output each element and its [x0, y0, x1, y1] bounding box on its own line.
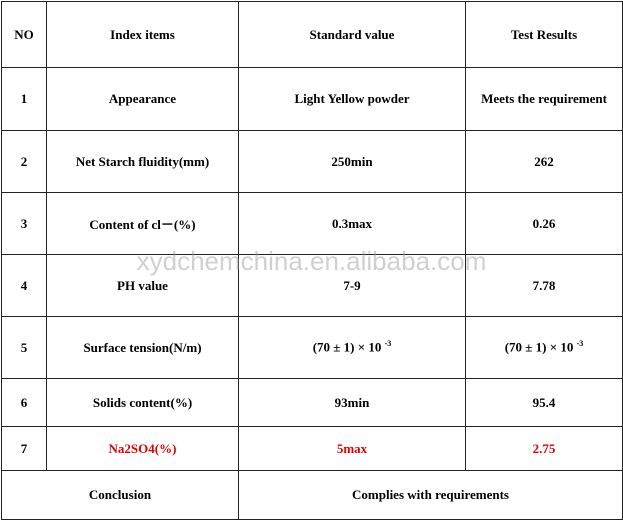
- table-row: 5 Surface tension(N/m) (70 ± 1) × 10 -3 (…: [1, 316, 623, 379]
- row-result: 95.4: [465, 378, 623, 427]
- table-row: 3 Content of cl－(%) 0.3max 0.26: [1, 192, 623, 255]
- header-test-results: Test Results: [465, 1, 623, 68]
- row-result: 2.75: [465, 426, 623, 471]
- row-item: Solids content(%): [46, 378, 239, 427]
- conclusion-value: Complies with requirements: [238, 470, 623, 520]
- conclusion-row: Conclusion Complies with requirements: [1, 470, 623, 520]
- row-no: 4: [1, 254, 47, 317]
- table-row: 4 PH value 7-9 7.78: [1, 254, 623, 317]
- conclusion-label: Conclusion: [1, 470, 239, 520]
- row-result: 262: [465, 130, 623, 193]
- row-standard: Light Yellow powder: [238, 67, 466, 131]
- standard-exponent: -3: [384, 339, 392, 349]
- result-base: (70 ± 1) × 10: [504, 339, 574, 355]
- header-standard-value: Standard value: [238, 1, 466, 68]
- row-result: 7.78: [465, 254, 623, 317]
- row-no: 6: [1, 378, 47, 427]
- table-row: 1 Appearance Light Yellow powder Meets the …: [1, 67, 623, 131]
- table-row: 7 Na2SO4(%) 5max 2.75: [1, 426, 623, 471]
- row-no: 5: [1, 316, 47, 379]
- table-row: 2 Net Starch fluidity(mm) 250min 262: [1, 130, 623, 193]
- row-standard: 250min: [238, 130, 466, 193]
- row-result: (70 ± 1) × 10 -3: [465, 316, 623, 379]
- standard-base: (70 ± 1) × 10: [312, 339, 382, 355]
- row-result: 0.26: [465, 192, 623, 255]
- row-standard: 7-9: [238, 254, 466, 317]
- row-item: Surface tension(N/m): [46, 316, 239, 379]
- row-no: 7: [1, 426, 47, 471]
- header-index-items: Index items: [46, 1, 239, 68]
- header-no: NO: [1, 1, 47, 68]
- row-item: Na2SO4(%): [46, 426, 239, 471]
- row-standard: (70 ± 1) × 10 -3: [238, 316, 466, 379]
- row-no: 1: [1, 67, 47, 131]
- row-item: Appearance: [46, 67, 239, 131]
- row-no: 2: [1, 130, 47, 193]
- header-row: NO Index items Standard value Test Resul…: [1, 1, 623, 68]
- row-item: Content of cl－(%): [46, 192, 239, 255]
- row-result: Meets the requirement: [465, 67, 623, 131]
- row-standard: 0.3max: [238, 192, 466, 255]
- row-item: Net Starch fluidity(mm): [46, 130, 239, 193]
- result-exponent: -3: [576, 339, 584, 349]
- row-standard: 93min: [238, 378, 466, 427]
- row-no: 3: [1, 192, 47, 255]
- table-row: 6 Solids content(%) 93min 95.4: [1, 378, 623, 427]
- row-item: PH value: [46, 254, 239, 317]
- row-standard: 5max: [238, 426, 466, 471]
